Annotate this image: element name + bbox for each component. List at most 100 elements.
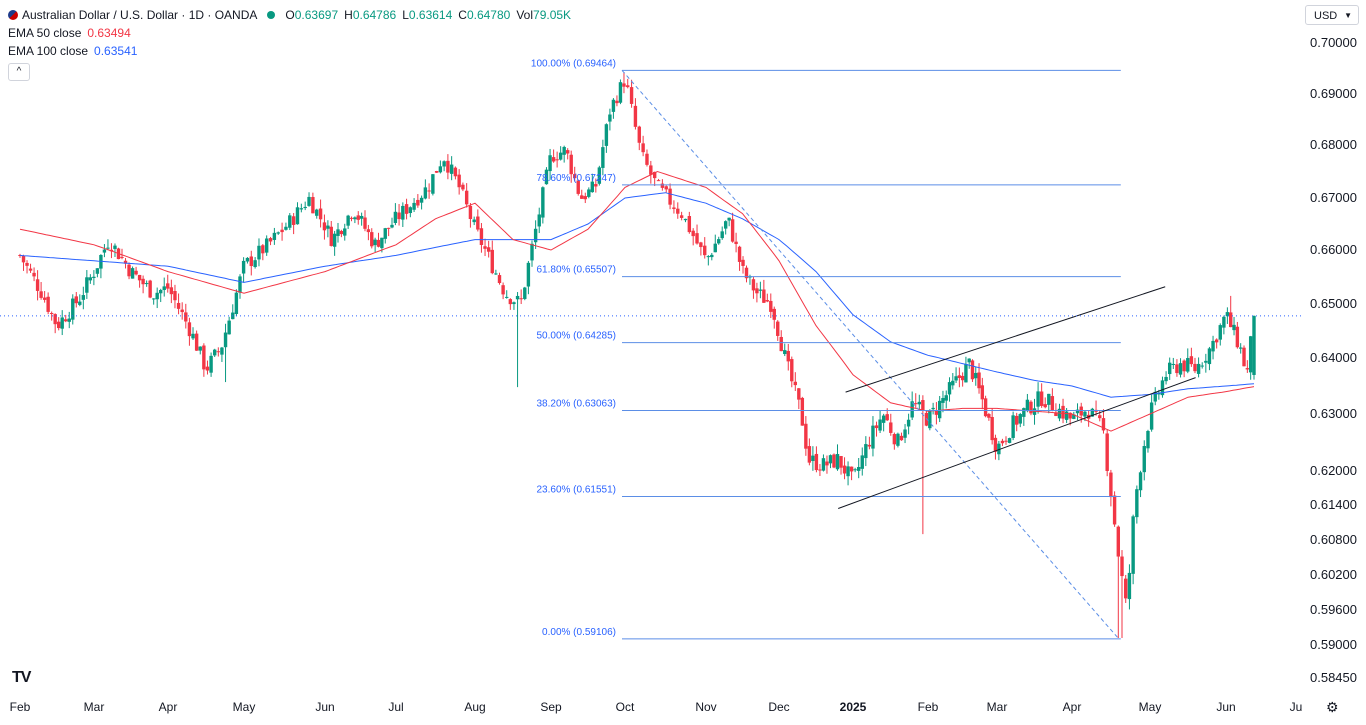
candle-body	[583, 196, 587, 200]
candle-body	[446, 160, 450, 173]
candle-body	[629, 87, 634, 104]
candle-body	[551, 157, 556, 162]
candle-body	[1120, 556, 1124, 577]
candle-body	[1135, 489, 1139, 518]
candle-body	[1164, 376, 1168, 382]
candle-body	[1211, 340, 1215, 352]
ohlc-close-label: C	[458, 8, 467, 22]
ema100-row[interactable]: EMA 100 close 0.63541	[8, 42, 571, 60]
ohlc-close-value: 0.64780	[466, 8, 511, 22]
candle-body	[1232, 324, 1236, 331]
candle-body	[734, 241, 738, 245]
candle-body	[176, 302, 181, 309]
candle-body	[937, 400, 942, 419]
candle-body	[860, 455, 864, 469]
candle-body	[419, 197, 424, 203]
candle-body	[148, 280, 152, 298]
candle-body	[590, 181, 595, 193]
candle-body	[1101, 418, 1106, 431]
candle-body	[849, 466, 854, 472]
y-tick-label: 0.58450	[1310, 670, 1357, 685]
candle-body	[717, 239, 721, 244]
candle-body	[645, 153, 649, 165]
ohlc-low-label: L	[402, 8, 409, 22]
candle-body	[889, 422, 893, 433]
fib-level-label: 23.60% (0.61551)	[536, 484, 616, 495]
currency-label: USD	[1314, 10, 1338, 22]
candle-body	[576, 180, 580, 194]
candle-body	[928, 410, 932, 429]
candle-body	[903, 429, 907, 438]
candle-body	[562, 146, 566, 155]
candle-body	[758, 289, 763, 291]
channel-upper-line	[845, 286, 1166, 393]
candle-body	[957, 375, 962, 378]
symbol-title[interactable]: Australian Dollar / U.S. Dollar · 1D · O…	[22, 8, 258, 22]
candle-body	[921, 400, 925, 411]
candle-body	[412, 202, 416, 210]
candle-body	[737, 246, 742, 262]
candle-body	[587, 189, 591, 197]
candle-body	[656, 180, 661, 182]
gear-icon[interactable]: ⚙	[1326, 699, 1339, 715]
candle-body	[92, 276, 96, 278]
candle-body	[102, 249, 107, 253]
candle-body	[1178, 363, 1183, 375]
candle-body	[548, 155, 552, 172]
x-tick-label: Mar	[84, 700, 105, 714]
candle-body	[25, 262, 29, 266]
candle-body	[741, 259, 745, 266]
candle-body	[523, 287, 527, 299]
candle-body	[931, 407, 935, 410]
candle-body	[608, 114, 612, 122]
candle-body	[268, 238, 273, 242]
candle-body	[1000, 440, 1005, 444]
candle-body	[839, 456, 843, 468]
candle-body	[238, 276, 242, 293]
candle-body	[934, 410, 939, 415]
tradingview-logo[interactable]: TV	[12, 669, 31, 686]
candle-body	[1204, 360, 1208, 363]
candle-body	[997, 443, 1001, 455]
ema100-label: EMA 100 close	[8, 44, 89, 58]
candle-body	[544, 169, 549, 185]
collapse-legend-button[interactable]: ^	[8, 63, 30, 81]
candle-body	[885, 414, 889, 421]
candle-body	[209, 355, 213, 373]
candle-body	[198, 346, 202, 351]
candle-body	[676, 208, 680, 214]
candle-body	[842, 465, 847, 474]
candle-body	[649, 165, 653, 175]
candle-body	[980, 385, 985, 400]
market-status-dot	[267, 11, 276, 19]
candle-body	[81, 295, 86, 300]
candle-body	[508, 299, 513, 305]
fib-level-label: 0.00% (0.59106)	[542, 627, 616, 638]
candle-body	[1225, 312, 1230, 317]
candle-body	[144, 283, 149, 285]
candle-body	[162, 286, 166, 290]
candle-body	[720, 231, 724, 239]
currency-selector[interactable]: USD ▼	[1305, 5, 1359, 25]
y-tick-label: 0.66000	[1310, 242, 1357, 257]
fib-level-label: 38.20% (0.63063)	[536, 398, 616, 409]
candle-body	[727, 217, 731, 221]
candle-body	[245, 257, 250, 262]
candle-body	[349, 217, 354, 219]
candle-body	[1079, 406, 1083, 416]
candle-body	[941, 397, 945, 403]
candle-body	[1054, 412, 1058, 417]
ema50-row[interactable]: EMA 50 close 0.63494	[8, 24, 571, 42]
candle-body	[807, 446, 812, 463]
x-tick-label: May	[233, 700, 256, 714]
candle-body	[993, 437, 998, 452]
candle-body	[408, 207, 413, 214]
candle-body	[664, 186, 668, 190]
candle-body	[74, 296, 78, 304]
candle-body	[363, 217, 367, 229]
candle-body	[180, 309, 184, 313]
candle-body	[46, 296, 50, 312]
candle-body	[637, 126, 641, 143]
ohlc-high-value: 0.64786	[352, 8, 397, 22]
